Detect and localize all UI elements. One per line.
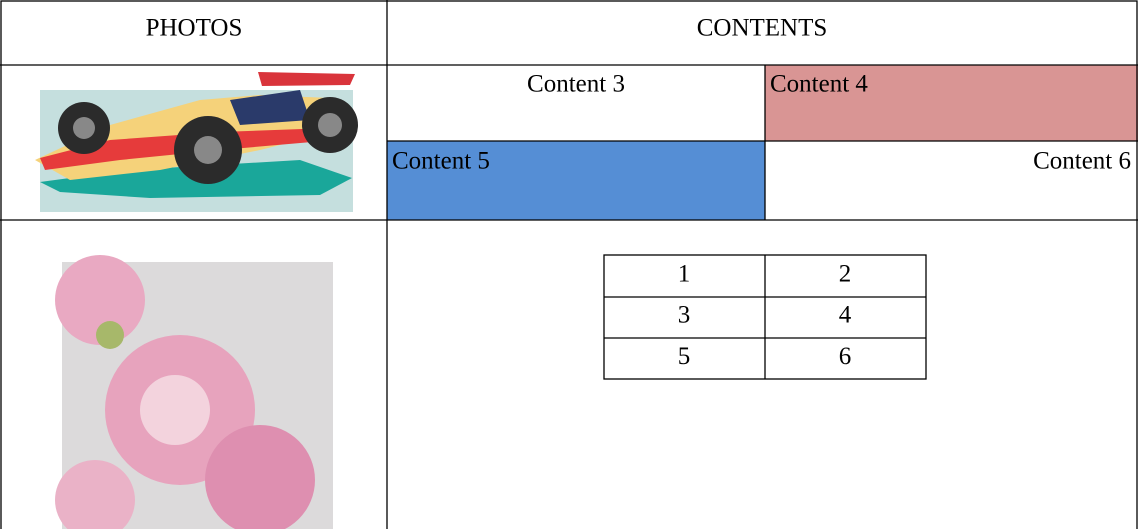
table-cell: 6 [839,343,852,370]
content-cell: Content 4 [770,71,868,98]
table-cell: 1 [678,260,691,287]
car-image [35,72,358,212]
content-cell: Content 5 [392,148,490,175]
content-cell: Content 6 [1033,148,1131,175]
content-cell: Content 3 [527,71,625,98]
content-4-cell [765,65,1138,141]
header-cell: PHOTOS [146,15,243,42]
table-cell: 4 [839,302,852,329]
header-cell: CONTENTS [697,15,828,42]
flower-image [55,255,333,529]
content-5-cell [387,141,765,220]
table-cell: 2 [839,260,852,287]
inner-table-grid [603,254,927,380]
table-cell: 5 [678,343,691,370]
inner-table: 1 2 3 4 5 6 [678,260,852,370]
table-cell: 3 [678,302,691,329]
